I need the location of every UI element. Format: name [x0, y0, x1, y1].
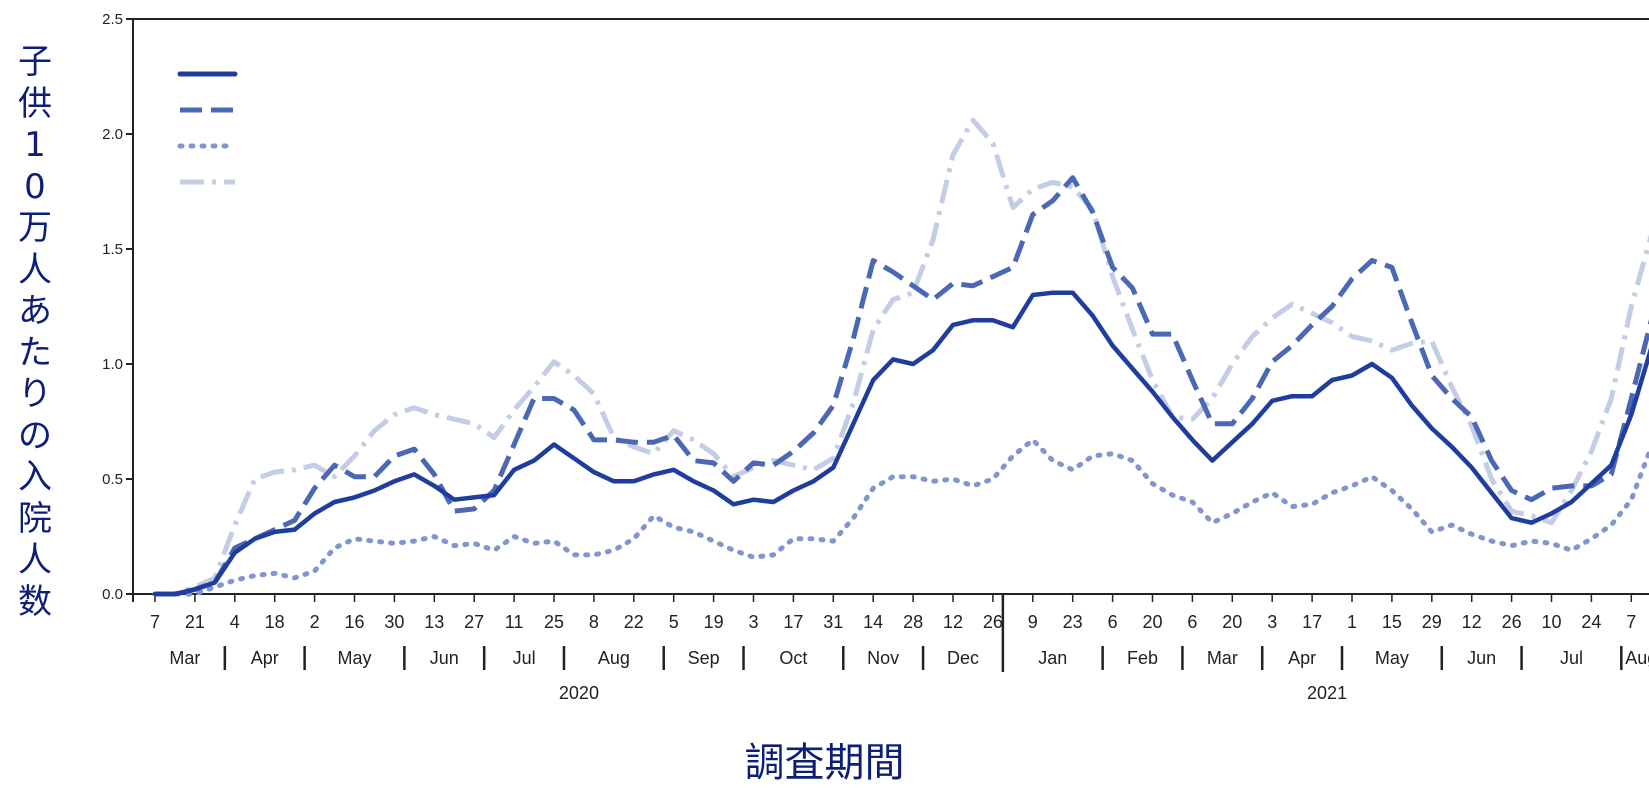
y-axis-label-char: 数 [18, 581, 52, 622]
x-tick-label: 25 [544, 612, 564, 632]
x-axis-label: 調査期間 [744, 740, 905, 786]
x-tick-label: 1 [1347, 612, 1357, 632]
x-tick-label: 17 [1302, 612, 1322, 632]
x-axis: 7 21 4 18 2 16 30 13 27 11 25 8 22 5 19 3 17 31 14 28 12 26 9 2… [133, 593, 1649, 703]
x-year-label: 2021 [1307, 683, 1347, 703]
x-tick-label: 6 [1108, 612, 1118, 632]
x-tick-label: 26 [1502, 612, 1522, 632]
x-tick-label: 14 [863, 612, 883, 632]
x-tick-label: 12 [943, 612, 963, 632]
x-month-label: Oct [779, 648, 807, 668]
x-month-label: Jul [513, 648, 536, 668]
x-tick-label: 7 [150, 612, 160, 632]
x-tick-label: 27 [464, 612, 484, 632]
y-tick-label: 2.5 [102, 11, 123, 28]
y-axis-label-char: 人 [18, 249, 52, 290]
y-axis-label-char: た [18, 332, 52, 373]
y-axis-label-char: 子 [18, 42, 52, 82]
x-month-label: Nov [867, 648, 899, 668]
x-tick-label: 18 [265, 612, 285, 632]
y-axis-label-char: 人 [18, 540, 52, 580]
x-tick-label: 26 [983, 612, 1003, 632]
y-axis-label-char: 0 [24, 166, 46, 207]
x-month-label: Jan [1038, 648, 1067, 668]
y-axis: 0.0 0.5 1.0 1.5 2.0 2.5 [102, 11, 1649, 603]
y-axis-label-char: 入 [18, 457, 52, 497]
x-tick-label: 31 [823, 612, 843, 632]
x-month-label: Jun [430, 648, 459, 668]
x-tick-label: 2 [310, 612, 320, 632]
x-tick-label: 3 [1267, 612, 1277, 632]
x-tick-label: 3 [748, 612, 758, 632]
x-tick-label: 5 [669, 612, 679, 632]
x-tick-label: 20 [1222, 612, 1242, 632]
x-tick-label: 30 [384, 612, 404, 632]
x-month-label: Apr [1288, 648, 1316, 668]
y-tick-label: 1.0 [102, 356, 123, 373]
x-tick-label: 9 [1028, 612, 1038, 632]
y-axis-label-char: り [18, 374, 52, 414]
x-tick-label: 13 [424, 612, 444, 632]
x-month-label: Apr [251, 648, 279, 668]
y-tick-label: 0.5 [102, 471, 123, 488]
x-year-label: 2020 [559, 683, 599, 703]
x-tick-label: 29 [1422, 612, 1442, 632]
x-month-label: Feb [1127, 648, 1158, 668]
x-month-label: Mar [169, 648, 200, 668]
x-month-label: Jun [1467, 648, 1496, 668]
x-tick-label: 17 [783, 612, 803, 632]
x-tick-label: 15 [1382, 612, 1402, 632]
x-tick-label: 16 [344, 612, 364, 632]
x-tick-label: 22 [624, 612, 644, 632]
series-line-dotted [152, 437, 1649, 597]
series-line-solid [152, 290, 1649, 597]
legend [177, 71, 238, 185]
y-tick-label: 2.0 [102, 126, 123, 143]
x-tick-label: 11 [505, 612, 524, 632]
x-month-label: Aug [1625, 648, 1649, 668]
y-axis-label-char: 1 [24, 125, 46, 165]
y-axis-label-char: 供 [18, 83, 52, 124]
x-tick-label: 4 [230, 612, 240, 632]
x-month-label: Aug [598, 648, 630, 668]
x-month-label: Dec [947, 648, 979, 668]
y-tick-label: 1.5 [102, 241, 123, 258]
y-axis-label-char: の [18, 415, 52, 456]
x-tick-label: 23 [1063, 612, 1083, 632]
x-tick-label: 6 [1187, 612, 1197, 632]
y-axis-label-char: 万 [18, 208, 52, 248]
y-axis-label-char: あ [18, 291, 52, 331]
x-tick-label: 7 [1626, 612, 1636, 632]
series-line-dashed [155, 175, 1649, 597]
x-month-label: May [1375, 648, 1409, 668]
y-tick-label: 0.0 [102, 586, 123, 603]
x-tick-label: 12 [1462, 612, 1482, 632]
x-tick-label: 10 [1541, 612, 1561, 632]
x-tick-label: 21 [185, 612, 205, 632]
x-tick-label: 19 [704, 612, 724, 632]
x-month-label: Mar [1207, 648, 1238, 668]
x-tick-label: 24 [1581, 612, 1601, 632]
series-line-dashdot [155, 117, 1649, 597]
x-tick-label: 8 [589, 612, 599, 632]
plot-lines [152, 117, 1649, 597]
y-axis-label-char: 院 [18, 498, 52, 539]
x-month-label: May [337, 648, 371, 668]
x-tick-label: 28 [903, 612, 923, 632]
x-month-label: Jul [1560, 648, 1583, 668]
x-month-label: Sep [688, 648, 720, 668]
x-tick-label: 20 [1142, 612, 1162, 632]
